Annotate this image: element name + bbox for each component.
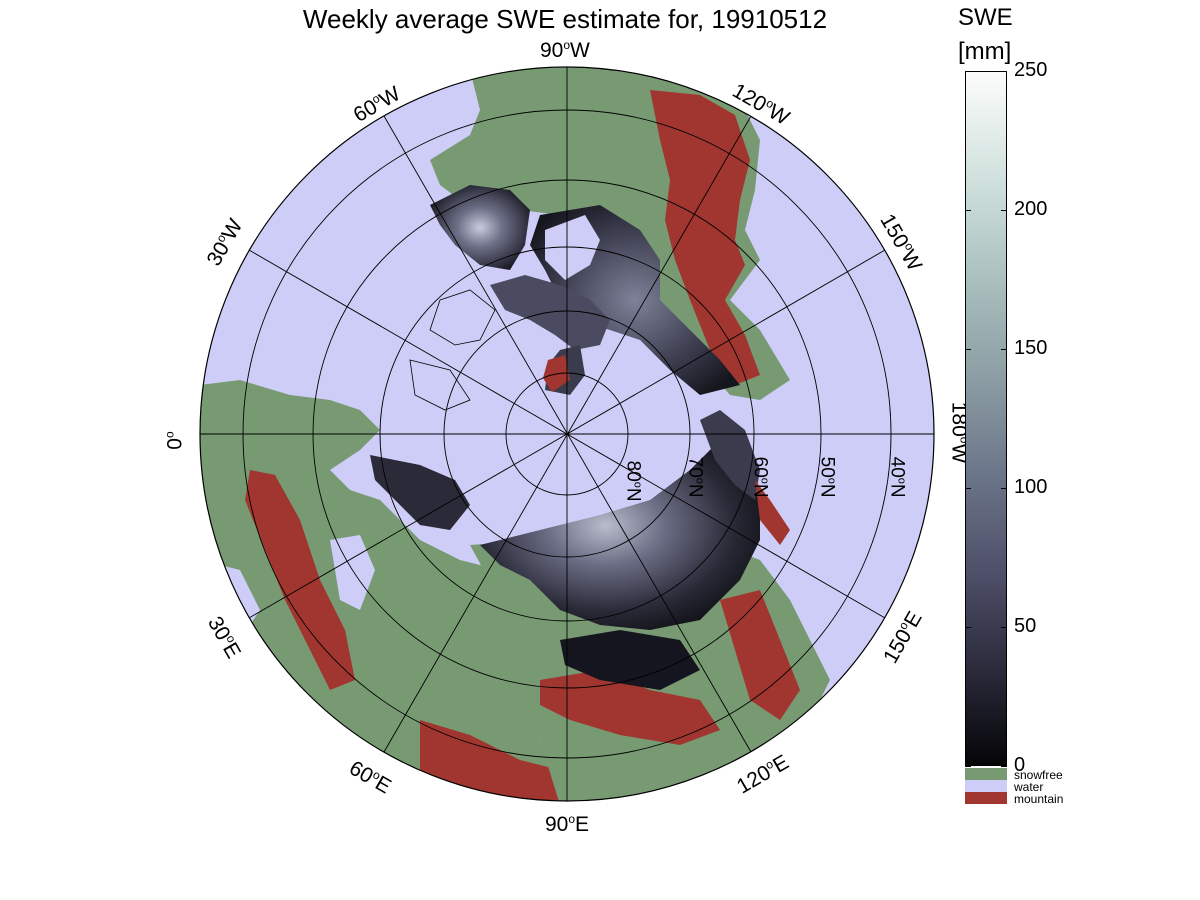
colorbar-tick-label: 100: [1014, 476, 1048, 498]
swe-colorbar: [965, 71, 1007, 766]
meridian-150w-30e: [248, 249, 886, 619]
svalbard-outline: [429, 289, 496, 346]
colorbar-tick-mark: [1001, 71, 1007, 72]
colorbar-tick-mark: [965, 71, 971, 72]
map-title: Weekly average SWE estimate for, 1991051…: [302, 4, 828, 34]
colorbar-tick-mark: [1001, 349, 1007, 350]
colorbar-tick-label: 50: [1014, 615, 1037, 637]
water-swatch: [965, 780, 1007, 792]
colorbar-title: SWE: [958, 4, 1013, 31]
franz-josef-outline: [409, 359, 471, 411]
alaska-mountain: [755, 480, 790, 545]
lat-label-70n: 70oN: [684, 456, 706, 498]
lon-label-90e: 90oE: [545, 812, 590, 836]
scandinavia-snow: [370, 455, 470, 530]
lat-label-60n: 60oN: [749, 456, 771, 498]
colorbar-tick-label: 0: [1014, 754, 1026, 776]
asia-mountain-central: [540, 670, 720, 745]
colorbar-tick-label: 150: [1014, 337, 1048, 359]
europe-mountain-west: [245, 470, 355, 690]
baltic-water: [330, 535, 375, 610]
lat-label-80n: 80oN: [622, 460, 644, 502]
europe-mountain-south: [420, 720, 560, 800]
colorbar-tick-mark: [965, 488, 971, 489]
graticule: [199, 66, 935, 802]
colorbar-tick-label: 200: [1014, 198, 1048, 220]
lat-label-50n: 50oN: [816, 456, 838, 498]
asia-snow-dark: [560, 630, 700, 690]
lon-label-0: 0o: [162, 431, 187, 450]
colorbar-unit: [mm]: [958, 38, 1012, 65]
siberia-snow: [480, 440, 760, 630]
colorbar-tick-mark: [965, 349, 971, 350]
kamchatka-snow: [700, 410, 760, 500]
lat-label-40n: 40oN: [886, 456, 908, 498]
colorbar-tick-label: 250: [1014, 59, 1048, 81]
lon-label-90w: 90oW: [540, 38, 590, 62]
rockies-mountain: [650, 90, 760, 385]
asia-mountain-east: [720, 590, 800, 720]
water-label: water: [1014, 780, 1044, 794]
mountain-swatch: [965, 792, 1007, 804]
colorbar-tick-mark: [1001, 210, 1007, 211]
colorbar-tick-mark: [965, 627, 971, 628]
colorbar-tick-mark: [1001, 488, 1007, 489]
colorbar-tick-mark: [965, 766, 971, 767]
snowfree-swatch: [965, 768, 1007, 780]
colorbar-tick-mark: [1001, 766, 1007, 767]
snowfree-label: snowfree: [1014, 768, 1063, 782]
colorbar-tick-mark: [965, 210, 971, 211]
colorbar-tick-mark: [1001, 627, 1007, 628]
mountain-label: mountain: [1014, 792, 1064, 806]
